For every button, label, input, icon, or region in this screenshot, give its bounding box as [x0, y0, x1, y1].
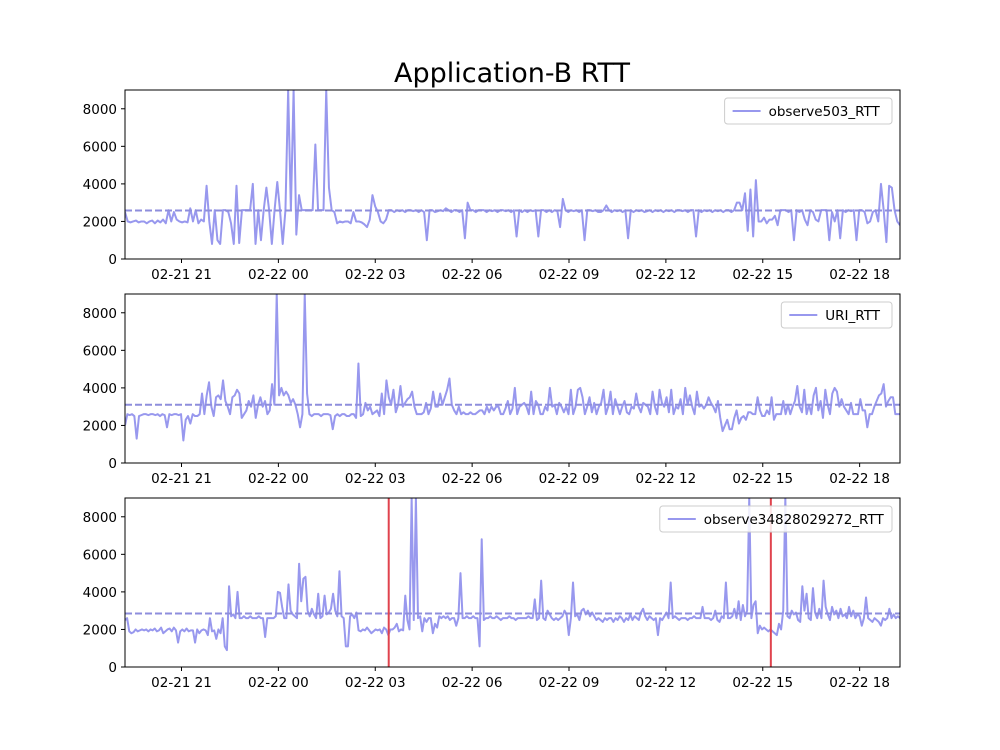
y-tick-label: 8000	[83, 306, 117, 322]
axes-frame	[124, 293, 901, 464]
axes-frame	[124, 497, 901, 668]
x-tick-label: 02-22 00	[248, 471, 309, 487]
legend: observe34828029272_RTT	[659, 505, 893, 533]
panel-1: 0 2000 4000 6000 8000 02-21 21 02-22 00 02-22 0…	[83, 89, 901, 283]
x-tick-label: 02-22 06	[442, 675, 503, 691]
x-tick-label: 02-22 18	[829, 267, 890, 283]
legend-box	[780, 301, 893, 329]
x-tick-label: 02-22 12	[636, 267, 697, 283]
x-tick-label: 02-22 18	[829, 471, 890, 487]
legend-label: observe34828029272_RTT	[704, 512, 885, 528]
legend-box	[659, 505, 893, 533]
y-tick-label: 4000	[83, 381, 117, 397]
panel-3: 0 2000 4000 6000 8000 02-21 21 02-22 00 02-22 0…	[83, 497, 901, 691]
axes-frame	[124, 89, 901, 260]
y-tick-label: 2000	[83, 214, 117, 230]
x-tick-label: 02-21 21	[151, 471, 212, 487]
legend-box	[724, 97, 893, 125]
x-tick-label: 02-22 06	[442, 267, 503, 283]
x-tick-label: 02-22 18	[829, 675, 890, 691]
legend-label: URI_RTT	[825, 308, 880, 324]
y-tick-label: 6000	[83, 343, 117, 359]
y-tick-label: 2000	[83, 622, 117, 638]
y-tick-label: 0	[108, 456, 117, 472]
x-tick-label: 02-22 09	[539, 675, 600, 691]
y-tick-label: 0	[108, 252, 117, 268]
x-tick-label: 02-22 09	[539, 267, 600, 283]
x-tick-label: 02-22 03	[345, 675, 406, 691]
x-tick-label: 02-22 00	[248, 675, 309, 691]
legend-label: observe503_RTT	[769, 104, 881, 120]
x-tick-label: 02-21 21	[151, 675, 212, 691]
x-tick-label: 02-22 12	[636, 471, 697, 487]
legend: URI_RTT	[780, 301, 893, 329]
chart-title: Application-B RTT	[394, 58, 631, 89]
series-line-URI_RTT	[125, 294, 900, 442]
x-tick-label: 02-22 06	[442, 471, 503, 487]
y-tick-label: 4000	[83, 585, 117, 601]
y-tick-label: 4000	[83, 177, 117, 193]
x-tick-label: 02-22 03	[345, 267, 406, 283]
x-tick-label: 02-22 09	[539, 471, 600, 487]
x-tick-label: 02-22 15	[732, 675, 793, 691]
x-tick-label: 02-22 12	[636, 675, 697, 691]
y-tick-label: 8000	[83, 102, 117, 118]
x-tick-label: 02-22 15	[732, 471, 793, 487]
x-tick-label: 02-21 21	[151, 267, 212, 283]
y-tick-label: 6000	[83, 139, 117, 155]
x-tick-label: 02-22 15	[732, 267, 793, 283]
y-tick-label: 2000	[83, 418, 117, 434]
legend: observe503_RTT	[724, 97, 893, 125]
series-line-observe503_RTT	[125, 90, 900, 245]
x-tick-label: 02-22 00	[248, 267, 309, 283]
y-tick-label: 0	[108, 660, 117, 676]
x-tick-label: 02-22 03	[345, 471, 406, 487]
y-tick-label: 6000	[83, 547, 117, 563]
panel-2: 0 2000 4000 6000 8000 02-21 21 02-22 00 02-22 0…	[83, 293, 901, 487]
y-tick-label: 8000	[83, 510, 117, 526]
